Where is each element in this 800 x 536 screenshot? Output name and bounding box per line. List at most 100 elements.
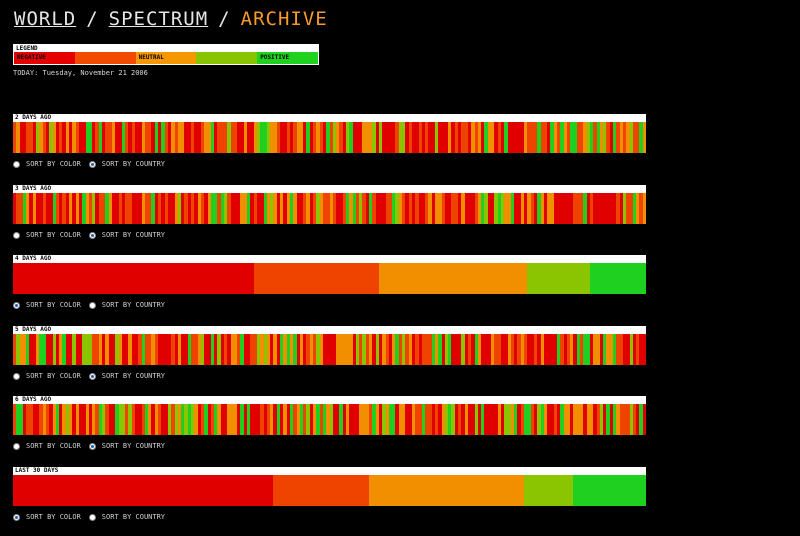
country-bar: [629, 193, 633, 224]
country-bar: [62, 122, 66, 153]
country-bar: [283, 334, 287, 365]
country-bar: [448, 122, 452, 153]
sort-by-color-radio[interactable]: [13, 513, 20, 521]
sort-by-color-label[interactable]: SORT BY COLOR: [26, 160, 81, 168]
country-bar: [444, 263, 449, 294]
country-bar: [299, 475, 304, 506]
country-bar: [402, 263, 406, 294]
country-bar: [177, 334, 182, 365]
sort-by-country-radio[interactable]: [88, 160, 96, 168]
country-bar: [280, 475, 284, 506]
sort-by-color-label[interactable]: SORT BY COLOR: [26, 301, 81, 309]
country-bar: [158, 334, 162, 365]
country-bar: [256, 334, 261, 365]
country-bar: [102, 263, 106, 294]
sort-by-color-label[interactable]: SORT BY COLOR: [26, 513, 81, 521]
country-bar: [580, 263, 584, 294]
country-bar: [134, 475, 139, 506]
sort-by-country-radio[interactable]: [88, 442, 96, 450]
country-bar: [533, 404, 538, 435]
country-bar: [491, 334, 495, 365]
section-label: 5 DAYS AGO: [13, 326, 646, 333]
country-bar: [36, 263, 40, 294]
country-bar: [138, 122, 142, 153]
country-bar: [217, 475, 221, 506]
country-bar: [286, 334, 290, 365]
sort-by-color-radio[interactable]: [13, 301, 20, 309]
country-bar: [72, 122, 76, 153]
country-bar: [19, 475, 23, 506]
country-bar: [642, 193, 646, 224]
sort-by-color-label[interactable]: SORT BY COLOR: [26, 231, 81, 239]
country-bar: [72, 334, 76, 365]
country-bar: [303, 404, 307, 435]
sort-by-color-label[interactable]: SORT BY COLOR: [26, 442, 81, 450]
country-bar: [250, 475, 254, 506]
sort-by-country-label[interactable]: SORT BY COUNTRY: [101, 231, 166, 239]
sort-by-country-radio[interactable]: [88, 231, 96, 239]
country-bar: [207, 404, 211, 435]
sort-by-country-label[interactable]: SORT BY COUNTRY: [101, 301, 166, 309]
sort-by-country-radio[interactable]: [88, 301, 96, 309]
country-bar: [227, 122, 231, 153]
country-bar: [16, 475, 20, 506]
country-bar: [306, 404, 310, 435]
country-bar: [181, 404, 185, 435]
country-bar: [438, 263, 442, 294]
country-bar: [372, 334, 376, 365]
country-bar: [125, 263, 129, 294]
sort-by-color-radio[interactable]: [13, 231, 20, 239]
sort-by-country-label[interactable]: SORT BY COUNTRY: [101, 442, 166, 450]
country-bar: [471, 334, 475, 365]
country-bar: [75, 334, 79, 365]
sort-by-country-radio[interactable]: [88, 372, 96, 380]
country-bar: [286, 263, 290, 294]
country-bar: [580, 122, 584, 153]
country-bar: [369, 263, 373, 294]
country-bar: [250, 263, 254, 294]
country-bar: [19, 122, 23, 153]
country-bar: [524, 193, 528, 224]
country-bar: [78, 122, 83, 153]
sort-by-country-radio[interactable]: [88, 513, 96, 521]
country-bar: [243, 263, 248, 294]
country-bar: [533, 193, 538, 224]
country-bar: [395, 404, 399, 435]
country-bar: [313, 193, 317, 224]
country-bar: [570, 193, 574, 224]
country-bar: [415, 404, 419, 435]
country-bar: [72, 193, 76, 224]
country-bar: [128, 334, 132, 365]
country-bar: [184, 193, 188, 224]
country-bar: [599, 404, 604, 435]
sort-by-color-radio[interactable]: [13, 372, 20, 380]
country-bar: [19, 263, 23, 294]
sort-by-color-radio[interactable]: [13, 160, 20, 168]
breadcrumb-spectrum-link[interactable]: SPECTRUM: [108, 8, 209, 30]
sort-by-country-label[interactable]: SORT BY COUNTRY: [101, 372, 166, 380]
country-bar: [322, 263, 327, 294]
country-bar: [520, 475, 525, 506]
country-bar: [336, 404, 340, 435]
country-bar: [220, 334, 224, 365]
sort-by-country-label[interactable]: SORT BY COUNTRY: [101, 513, 166, 521]
country-bar: [632, 263, 637, 294]
country-bar: [589, 475, 594, 506]
breadcrumb-world-link[interactable]: WORLD: [14, 8, 77, 30]
country-bar: [616, 122, 620, 153]
country-bar: [573, 193, 577, 224]
sort-by-color-radio[interactable]: [13, 442, 20, 450]
country-bar: [177, 404, 182, 435]
country-bar: [352, 475, 356, 506]
country-bar: [560, 193, 564, 224]
country-bar: [421, 122, 426, 153]
country-bar: [115, 475, 119, 506]
country-bar: [388, 475, 393, 506]
country-bar: [444, 122, 449, 153]
country-bar: [280, 404, 284, 435]
country-bar: [556, 122, 561, 153]
country-bar: [471, 404, 475, 435]
country-bar: [547, 404, 551, 435]
sort-by-color-label[interactable]: SORT BY COLOR: [26, 372, 81, 380]
sort-by-country-label[interactable]: SORT BY COUNTRY: [101, 160, 166, 168]
